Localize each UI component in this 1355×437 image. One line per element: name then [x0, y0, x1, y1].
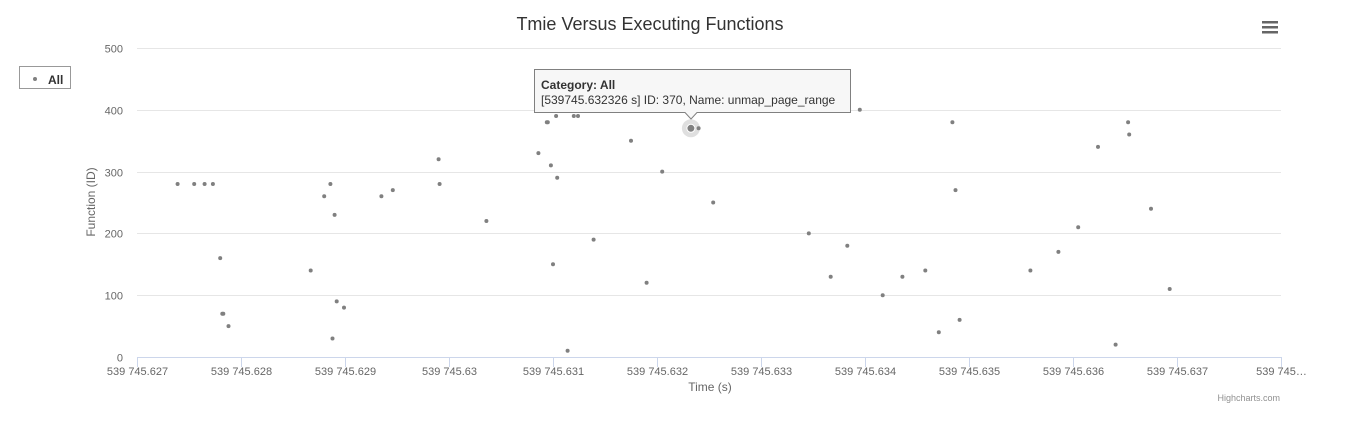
tooltip: Category: All [539745.632326 s] ID: 370,… [534, 69, 851, 120]
data-point[interactable] [900, 274, 905, 279]
x-tick-label: 539 745.627 [107, 366, 168, 378]
data-point[interactable] [828, 274, 833, 279]
data-point[interactable] [950, 120, 955, 125]
data-point[interactable] [1076, 225, 1081, 230]
data-point[interactable] [1028, 268, 1033, 273]
y-tick-label: 500 [105, 44, 123, 56]
data-point[interactable] [845, 243, 850, 248]
data-point[interactable] [437, 182, 442, 186]
data-point[interactable] [565, 348, 570, 353]
data-point[interactable] [644, 280, 649, 285]
data-point[interactable] [576, 114, 580, 118]
y-tick-label: 0 [117, 353, 123, 365]
data-point[interactable] [390, 188, 395, 193]
x-tick-label: 539 745.636 [1043, 366, 1104, 378]
data-point[interactable] [591, 237, 596, 242]
data-point[interactable] [548, 163, 553, 168]
x-tick-label: 539 745.631 [523, 366, 584, 378]
data-point[interactable] [328, 182, 333, 186]
highlight-marker[interactable] [686, 123, 696, 133]
y-tick-label: 300 [105, 168, 123, 180]
legend[interactable]: All [19, 66, 71, 89]
data-point[interactable] [554, 114, 559, 118]
axes: 0 100 200 300 400 500 539 745.627 539 745.628 53… [105, 44, 1307, 379]
data-point[interactable] [308, 268, 313, 273]
data-point[interactable] [436, 157, 441, 162]
x-tick-label: 539 745.632 [627, 366, 688, 378]
data-point[interactable] [957, 317, 962, 322]
data-point[interactable] [953, 188, 958, 193]
x-axis-title: Time (s) [688, 380, 732, 394]
data-point[interactable] [192, 182, 197, 186]
legend-marker [33, 77, 37, 81]
data-point[interactable] [221, 311, 226, 316]
data-point[interactable] [210, 182, 215, 186]
legend-box [19, 66, 71, 89]
data-point[interactable] [857, 107, 862, 112]
data-point[interactable] [1126, 120, 1131, 125]
x-tick-label: 539 745.628 [211, 366, 272, 378]
data-point[interactable] [629, 138, 633, 143]
highlighted-point[interactable] [681, 119, 700, 138]
data-point[interactable] [1127, 132, 1132, 137]
data-point[interactable] [551, 262, 555, 267]
y-tick-label: 100 [105, 291, 123, 303]
data-point[interactable] [484, 219, 489, 223]
data-points[interactable] [175, 107, 1172, 353]
data-point[interactable] [806, 231, 811, 236]
x-tick-label: 539 745.629 [315, 366, 376, 378]
y-tick-label: 200 [105, 229, 123, 241]
data-point[interactable] [1096, 144, 1100, 149]
data-point[interactable] [342, 305, 346, 310]
data-point[interactable] [202, 182, 207, 186]
data-point[interactable] [1167, 287, 1172, 291]
data-point[interactable] [936, 330, 941, 335]
data-point[interactable] [880, 293, 885, 298]
data-point[interactable] [1149, 206, 1153, 211]
data-point[interactable] [218, 256, 223, 261]
data-point[interactable] [536, 151, 541, 156]
data-point[interactable] [1113, 342, 1118, 347]
tooltip-box [534, 69, 851, 120]
data-point[interactable] [330, 336, 335, 341]
data-point[interactable] [379, 194, 384, 199]
y-tick-label: 400 [105, 106, 123, 118]
grid-lines [137, 48, 1281, 296]
x-tick-label: 539 745… [1256, 366, 1307, 378]
x-tick-label: 539 745.635 [939, 366, 1000, 378]
hamburger-menu-icon[interactable] [1256, 16, 1284, 40]
data-point[interactable] [923, 268, 928, 273]
tooltip-title: Category: All [541, 78, 615, 92]
y-axis-title: Function (ID) [84, 167, 98, 236]
data-point[interactable] [711, 200, 716, 205]
credits-link[interactable]: Highcharts.com [1217, 393, 1280, 403]
data-point[interactable] [660, 169, 665, 174]
data-point[interactable] [696, 126, 701, 131]
x-tick-label: 539 745.637 [1147, 366, 1208, 378]
data-point[interactable] [322, 194, 327, 199]
tooltip-body: [539745.632326 s] ID: 370, Name: unmap_p… [541, 93, 836, 107]
data-point[interactable] [1056, 249, 1061, 254]
data-point[interactable] [334, 299, 339, 304]
x-tick-label: 539 745.633 [731, 366, 792, 378]
data-point[interactable] [226, 324, 231, 329]
data-point[interactable] [545, 120, 550, 125]
data-point[interactable] [175, 182, 180, 186]
data-point[interactable] [571, 114, 576, 118]
x-tick-label: 539 745.634 [835, 366, 896, 378]
chart-title: Tmie Versus Executing Functions [516, 14, 783, 34]
legend-item-all[interactable]: All [48, 73, 63, 87]
x-tick-label: 539 745.63 [422, 366, 477, 378]
data-point[interactable] [332, 212, 337, 217]
data-point[interactable] [555, 175, 560, 180]
